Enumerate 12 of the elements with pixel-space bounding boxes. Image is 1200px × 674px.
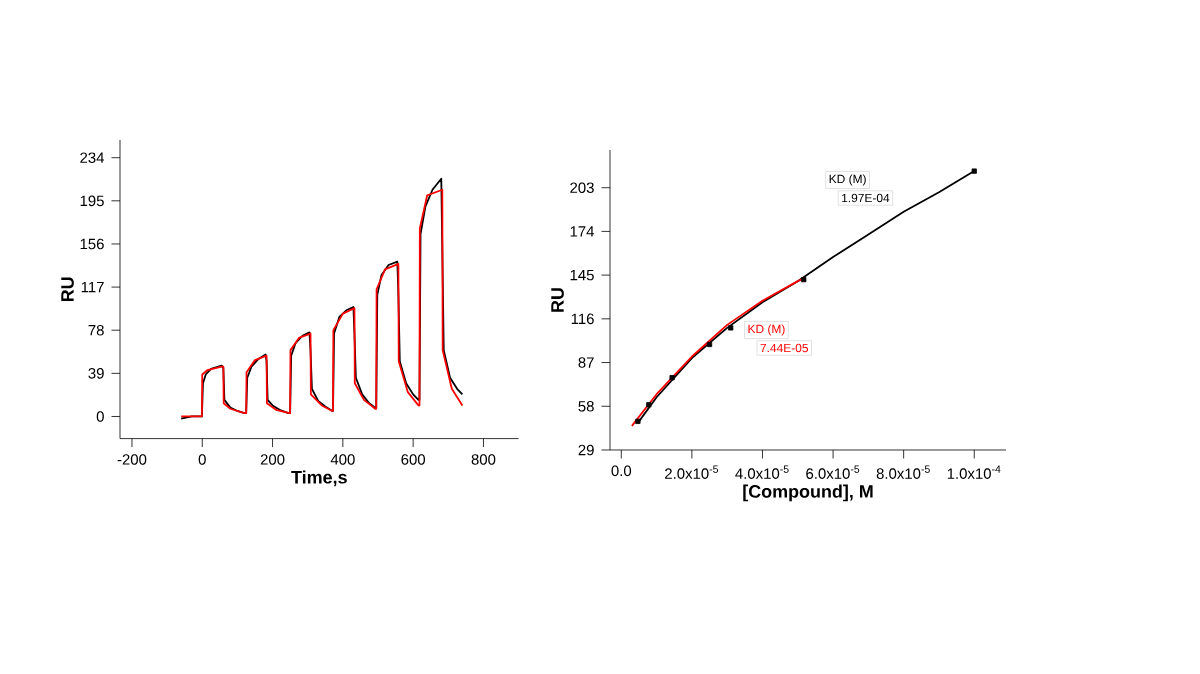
y-axis-title: RU [61,277,74,302]
x-axis-title: Time,s [291,470,347,487]
line-series [630,277,806,427]
x-axis-title: [Compound], M [743,484,873,502]
y-axis-title: RU [551,288,564,312]
point [635,418,641,424]
point [646,402,652,408]
point [728,325,734,331]
point [669,375,675,381]
point [801,277,807,283]
point [706,341,713,348]
point [971,168,977,174]
